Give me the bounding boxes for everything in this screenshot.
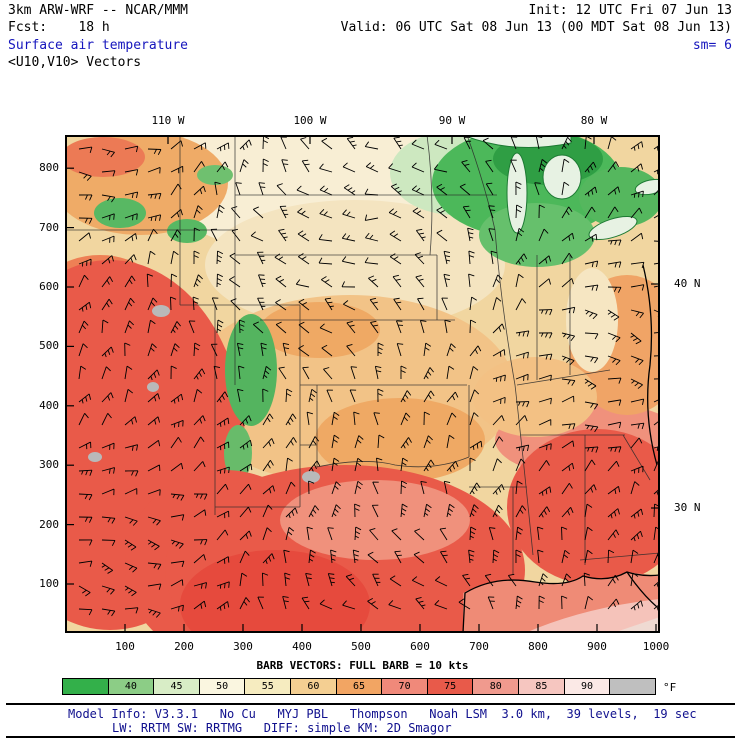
y-tick-label: 800 <box>39 161 59 175</box>
x-tick-label: 200 <box>174 640 194 653</box>
divider-top <box>6 703 735 705</box>
lon-label: 110 W <box>151 114 185 127</box>
init-time: Init: 12 UTC Fri 07 Jun 13 <box>528 3 733 18</box>
model-info-line2: LW: RRTM SW: RRTMG DIFF: simple KM: 2D S… <box>112 721 452 735</box>
x-tick-label: 500 <box>351 640 371 653</box>
lon-label: 100 W <box>293 114 327 127</box>
field-title: Surface air temperature <box>8 38 189 53</box>
colorbar-cell: 45 <box>154 679 200 694</box>
forecast-hour: Fcst: 18 h <box>8 20 110 35</box>
map-frame <box>65 135 660 633</box>
valid-time: Valid: 06 UTC Sat 08 Jun 13 (00 MDT Sat … <box>340 20 732 35</box>
colorbar-cell: 65 <box>336 679 383 694</box>
x-tick-label: 400 <box>292 640 312 653</box>
y-tick-label: 200 <box>39 517 59 531</box>
divider-bottom <box>6 736 735 738</box>
map-plot <box>0 100 687 675</box>
axis-ticks <box>67 137 658 631</box>
colorbar-cell: 85 <box>519 679 565 694</box>
y-tick-label: 300 <box>39 458 59 472</box>
x-tick-label: 900 <box>587 640 607 653</box>
lat-label: 30 N <box>674 501 701 514</box>
wind-barbs <box>78 135 668 618</box>
colorbar-cell: 90 <box>564 679 611 694</box>
colorbar-cell: 70 <box>382 679 428 694</box>
y-tick-label: 600 <box>39 280 59 293</box>
colorbar-cell: 75 <box>427 679 474 694</box>
y-tick-label: 500 <box>39 339 59 353</box>
x-tick-label: 800 <box>528 640 548 653</box>
colorbar-unit: °F <box>663 681 677 694</box>
x-tick-label: 300 <box>233 640 253 653</box>
colorbar-cell: 40 <box>108 679 155 694</box>
colorbar-cell <box>610 679 655 694</box>
model-name: 3km ARW-WRF -- NCAR/MMM <box>8 3 189 18</box>
model-info-line1: Model Info: V3.3.1 No Cu MYJ PBL Thompso… <box>68 707 697 721</box>
colorbar-cell: 55 <box>245 679 292 694</box>
colorbar-cell: 60 <box>291 679 337 694</box>
colorbar-cell <box>63 679 109 694</box>
y-tick-label: 700 <box>39 220 59 234</box>
barb-legend: BARB VECTORS: FULL BARB = 10 kts <box>256 659 469 672</box>
y-tick-label: 100 <box>39 577 59 590</box>
colorbar-cell: 80 <box>473 679 520 694</box>
state-borders <box>65 134 661 575</box>
lat-label: 40 N <box>674 277 701 290</box>
y-tick-label: 400 <box>39 398 59 412</box>
x-tick-label: 600 <box>410 640 430 653</box>
smoothing-label: sm= 6 <box>692 38 732 53</box>
x-tick-label: 700 <box>469 640 489 653</box>
x-tick-label: 1000 <box>642 640 670 653</box>
x-tick-label: 100 <box>115 640 135 653</box>
lon-label: 80 W <box>580 114 608 127</box>
colorbar-cell: 50 <box>199 679 246 694</box>
lon-label: 90 W <box>438 114 466 127</box>
colorbar: 40 45 50 55 60 65 70 75 80 85 90 <box>62 678 656 695</box>
temperature-map <box>0 100 687 675</box>
vector-field-label: <U10,V10> Vectors <box>8 55 142 70</box>
